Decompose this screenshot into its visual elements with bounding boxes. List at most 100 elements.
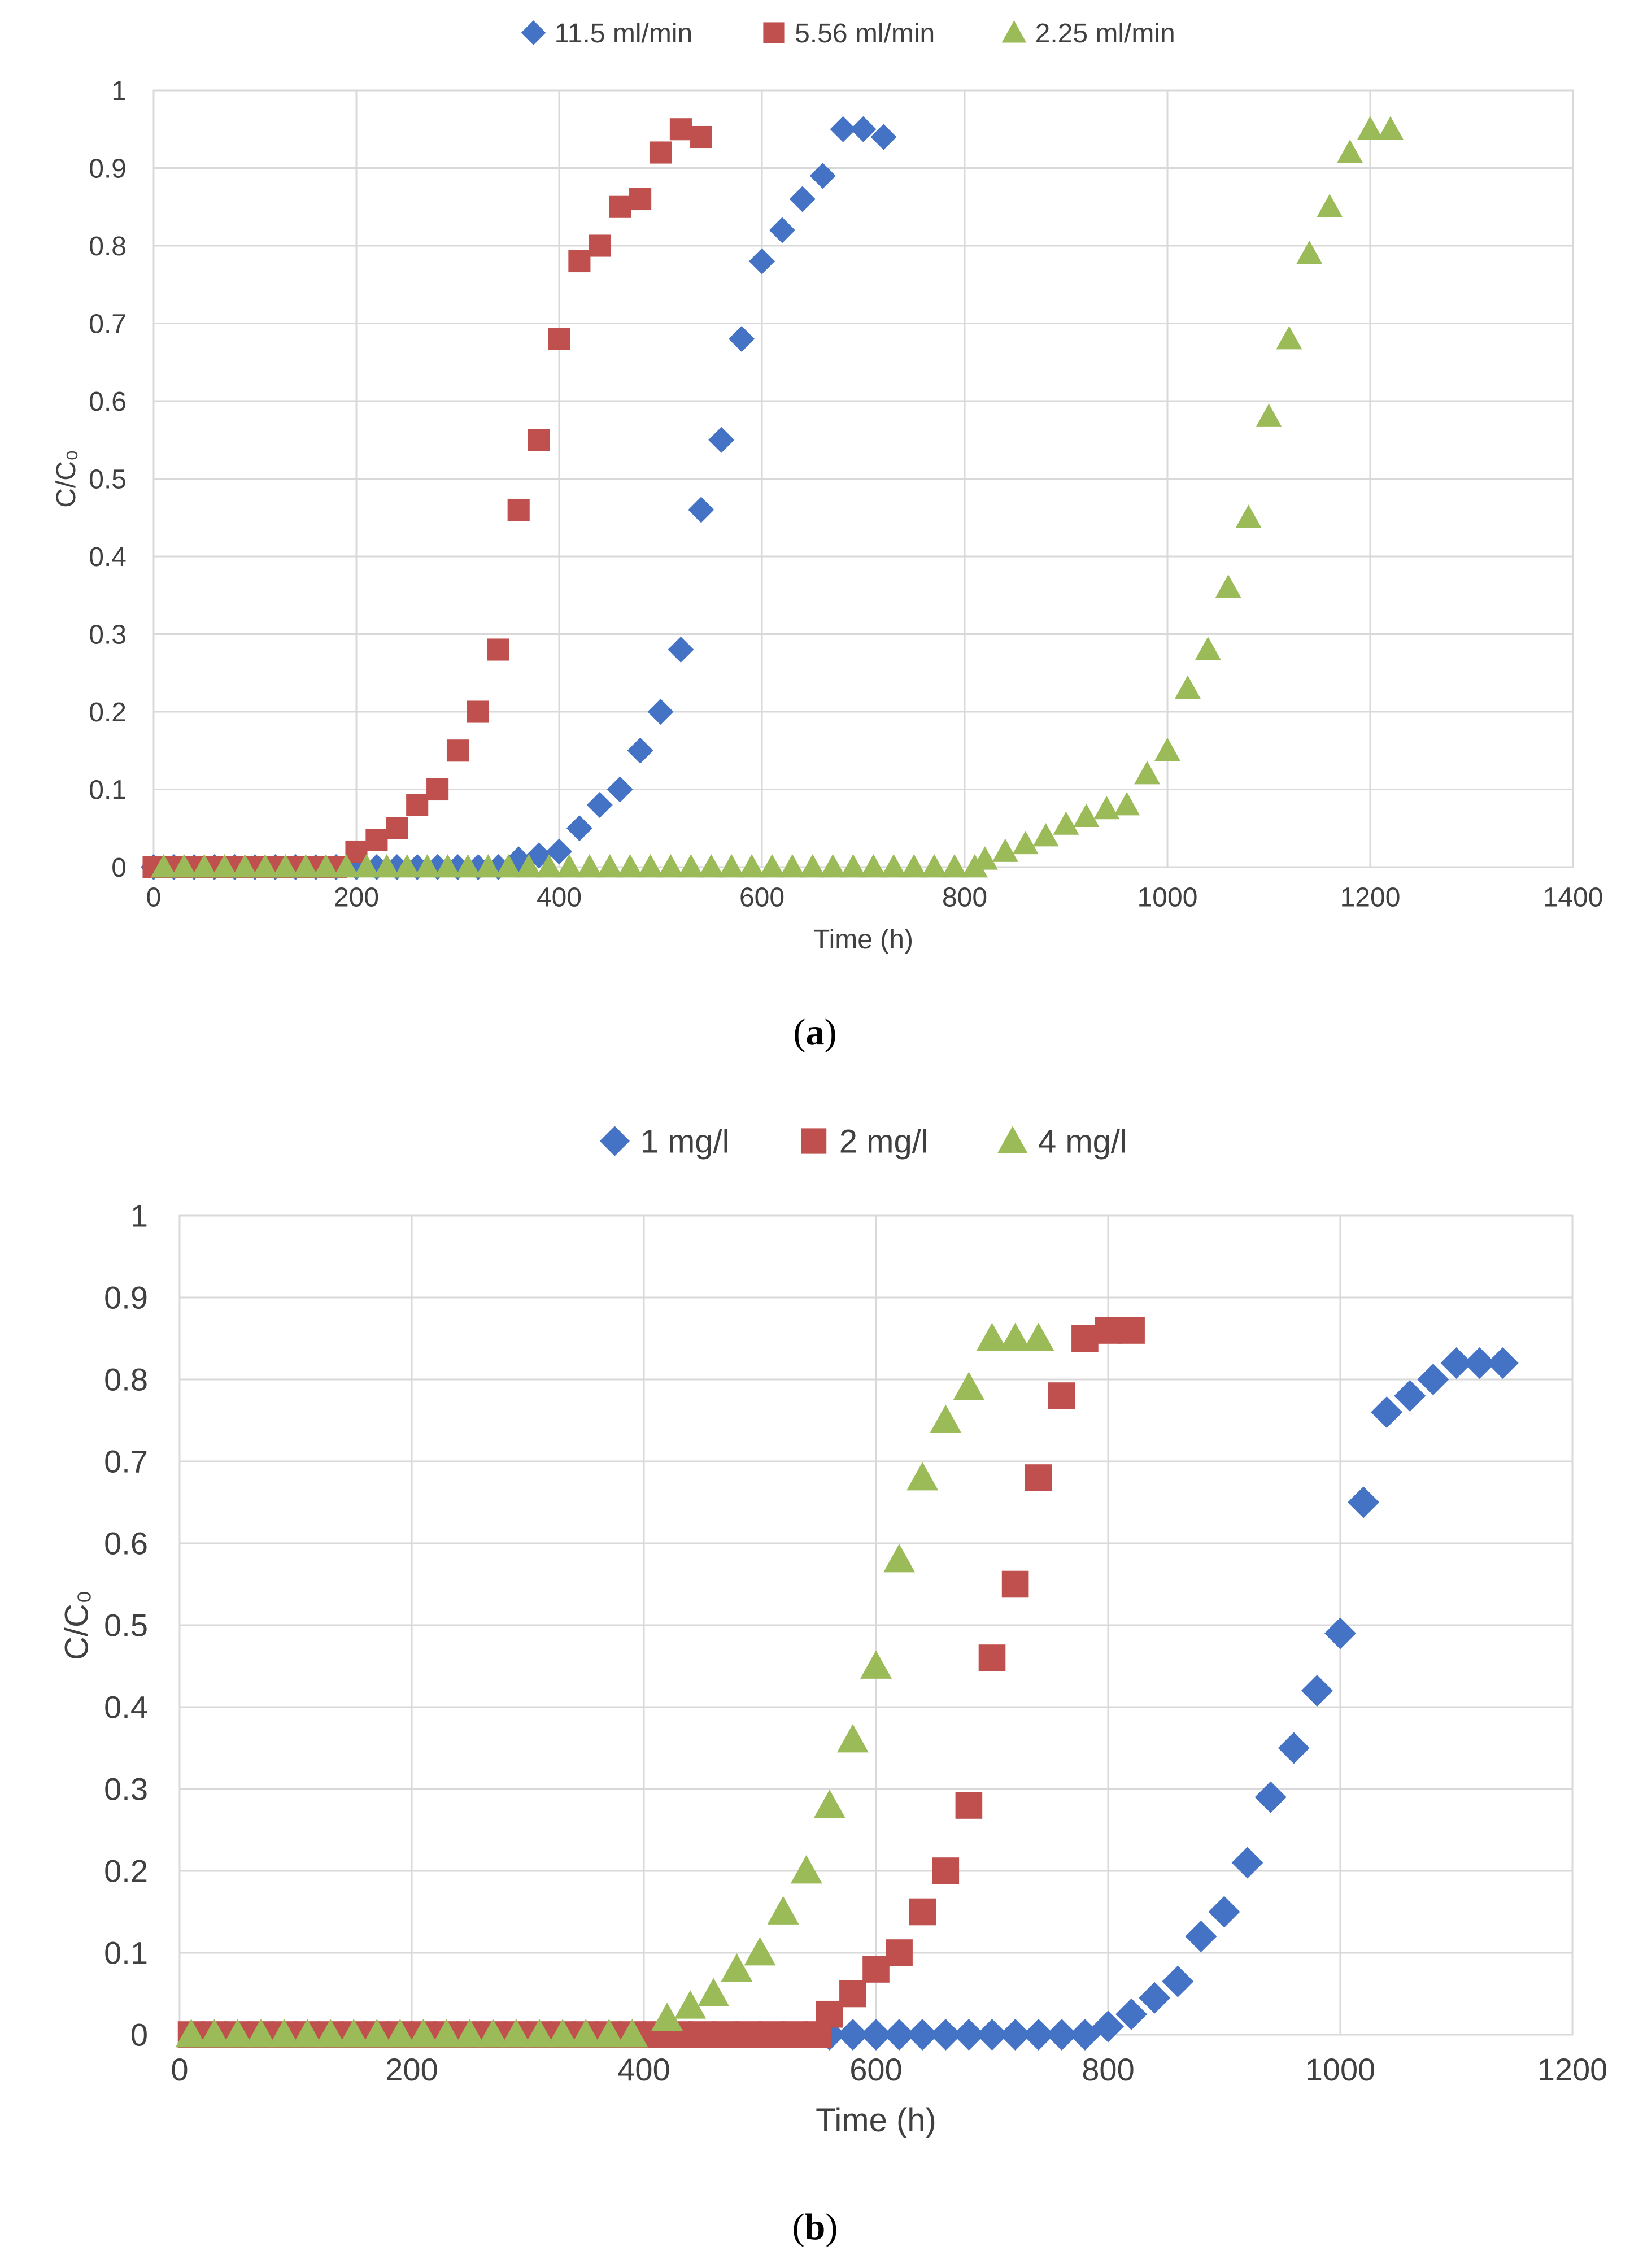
data-point [637, 854, 664, 878]
y-tick-label: 0.8 [104, 1362, 148, 1398]
chart-a: 0 200 400 600 800 1000 1200 1400 0 0.1 0.2 0.3 0.4 0.… [51, 19, 1603, 955]
y-tick-label: 0.5 [104, 1608, 148, 1643]
data-point [729, 326, 755, 352]
data-point [789, 186, 816, 212]
y-tick-label: 0.8 [89, 232, 127, 262]
x-tick-label: 600 [739, 883, 785, 913]
data-point [547, 2019, 579, 2048]
data-point [669, 118, 692, 141]
data-point [850, 116, 877, 142]
data-point [556, 854, 582, 878]
data-point [548, 328, 570, 350]
series-triangle-points [150, 116, 1404, 878]
data-point [338, 2019, 370, 2048]
x-tick-label: 400 [537, 883, 582, 913]
data-point [883, 1544, 916, 1573]
gridlines [152, 89, 1574, 868]
data-point [820, 854, 846, 878]
data-point [978, 1644, 1006, 1671]
data-point [1215, 574, 1241, 598]
data-point [386, 817, 408, 839]
data-point [175, 2019, 207, 2048]
data-point [1012, 830, 1039, 855]
data-point [883, 2019, 916, 2051]
data-point [886, 1939, 913, 1966]
y-axis-title: C/C₀ [51, 450, 81, 508]
data-point [1174, 675, 1201, 699]
caption-b: (b) [792, 2206, 838, 2248]
legend-item: 2 mg/l [801, 1123, 929, 1160]
legend-label: 4 mg/l [1038, 1123, 1127, 1160]
data-point [1071, 1325, 1099, 1352]
legend-label: 2.25 ml/min [1035, 19, 1175, 49]
y-tick-label: 0.9 [89, 154, 127, 184]
series-triangle-points [175, 1322, 1054, 2048]
legend-label: 11.5 ml/min [555, 19, 693, 49]
y-tick-label: 0.6 [89, 387, 127, 417]
data-point [930, 2019, 962, 2051]
data-point [1371, 1396, 1403, 1428]
data-point [1048, 1382, 1075, 1409]
data-point [536, 854, 563, 878]
chart-panel-b: 0 200 400 600 800 1000 1200 0 0.1 0.2 0.3 0.4 0.5 0.6… [0, 1090, 1630, 2268]
x-tick-label: 0 [171, 2052, 188, 2087]
data-point [813, 1790, 845, 1818]
data-point [221, 2019, 254, 2048]
x-tick-label: 200 [334, 883, 379, 913]
data-point [836, 2019, 869, 2051]
data-point [1092, 2010, 1124, 2043]
chart-b: 0 200 400 600 800 1000 1200 0 0.1 0.2 0.3 0.4 0.5 0.6… [59, 1123, 1608, 2139]
data-point [426, 778, 449, 801]
data-point [953, 1372, 985, 1400]
data-point [232, 854, 258, 878]
data-point [353, 854, 380, 878]
legend-item: 1 mg/l [599, 1123, 730, 1160]
data-point [769, 217, 795, 243]
data-point [860, 1650, 892, 1679]
data-point [1357, 116, 1383, 140]
data-point [1025, 1464, 1052, 1491]
x-tick-label: 0 [146, 883, 162, 913]
data-point [790, 1855, 822, 1884]
data-point [495, 854, 522, 878]
data-point [1254, 1781, 1287, 1813]
data-point [816, 2000, 843, 2028]
x-tick-label: 1400 [1543, 883, 1603, 913]
data-point [1073, 803, 1100, 828]
data-point [524, 2019, 556, 2048]
x-tick-label: 1000 [1137, 883, 1198, 913]
caption-a: (a) [793, 1012, 837, 1053]
data-point [1095, 1317, 1122, 1344]
data-point [293, 854, 319, 878]
data-point [651, 2003, 683, 2031]
data-point [1487, 1347, 1519, 1379]
y-tick-label: 0.7 [89, 309, 127, 339]
data-point [909, 1898, 936, 1926]
x-tick-label: 800 [942, 883, 987, 913]
data-point [333, 854, 360, 878]
data-point [568, 250, 591, 273]
data-point [477, 2019, 509, 2048]
data-point [799, 854, 826, 878]
data-point [1440, 1347, 1472, 1379]
data-point [942, 854, 968, 878]
data-point [779, 854, 805, 878]
data-point [1208, 1896, 1240, 1928]
data-point [1278, 1732, 1310, 1764]
data-point [860, 2019, 892, 2051]
data-point [901, 854, 927, 878]
data-point [616, 2019, 648, 2048]
data-point [836, 1724, 869, 1753]
data-point [546, 838, 572, 865]
y-tick-label: 0.2 [104, 1853, 148, 1889]
data-point [500, 2019, 532, 2048]
data-point [830, 116, 856, 142]
data-point [528, 429, 550, 451]
data-point [657, 854, 684, 878]
data-point [718, 854, 745, 878]
data-point [629, 188, 652, 211]
data-point [1417, 1364, 1449, 1395]
y-tick-label: 0.7 [104, 1444, 148, 1479]
y-tick-label: 1 [111, 76, 127, 106]
data-point [1301, 1675, 1333, 1707]
